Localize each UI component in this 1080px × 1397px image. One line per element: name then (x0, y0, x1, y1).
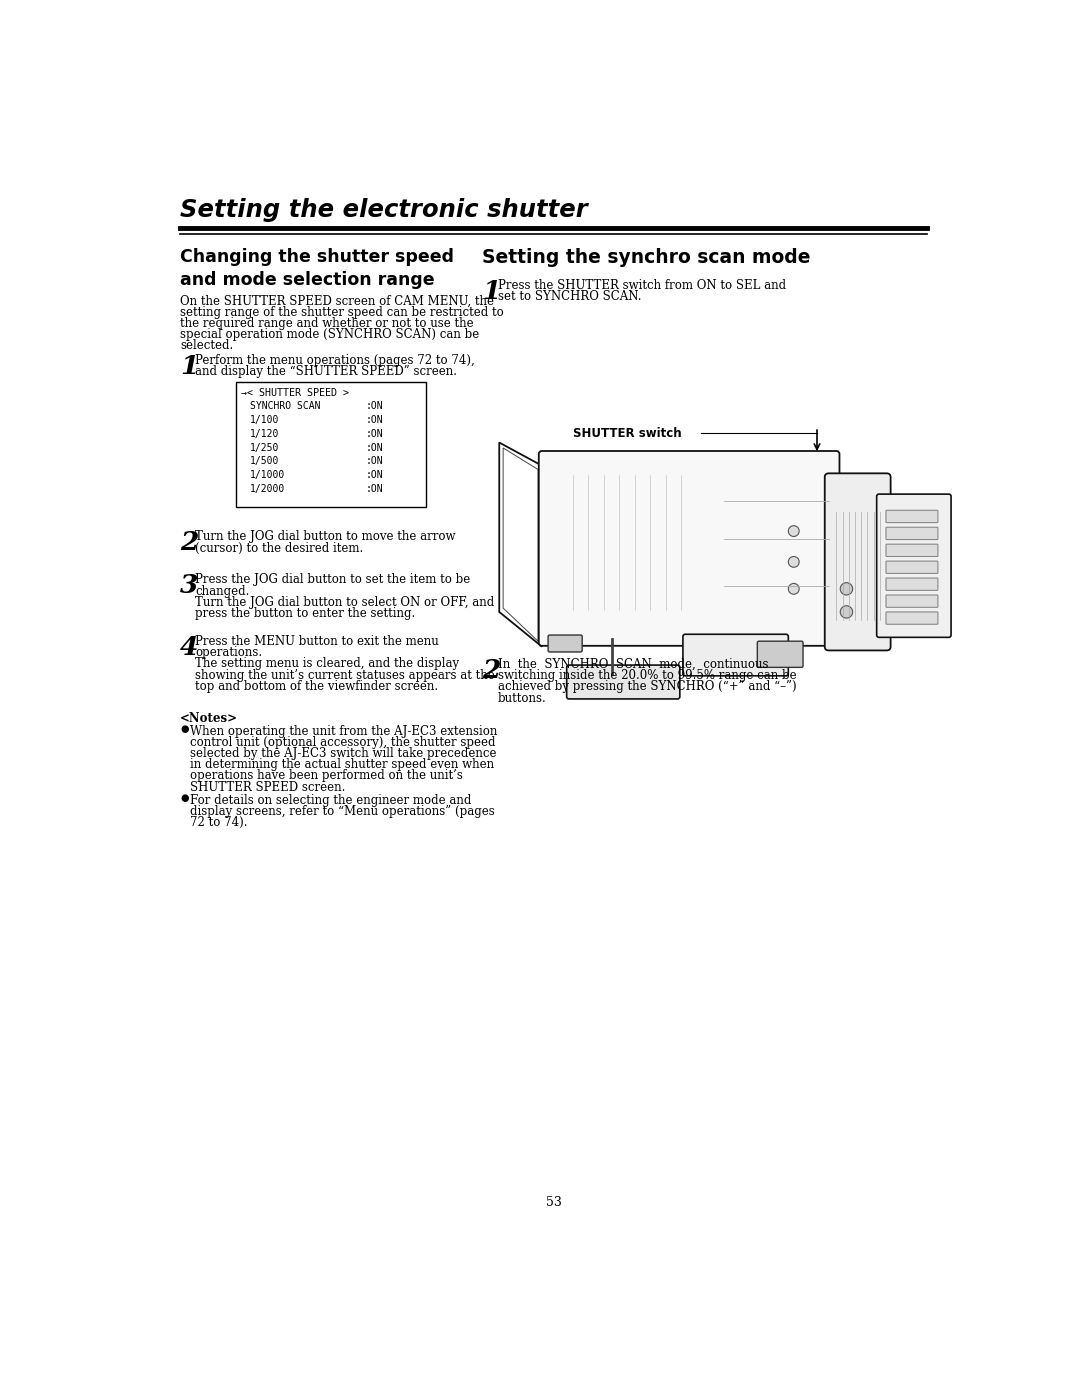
Text: :ON: :ON (366, 443, 383, 453)
Text: buttons.: buttons. (498, 692, 546, 704)
FancyBboxPatch shape (886, 510, 937, 522)
FancyBboxPatch shape (539, 451, 839, 645)
FancyBboxPatch shape (757, 641, 804, 668)
Text: :ON: :ON (366, 457, 383, 467)
Text: set to SYNCHRO SCAN.: set to SYNCHRO SCAN. (498, 291, 642, 303)
Circle shape (840, 583, 852, 595)
Text: Press the SHUTTER switch from ON to SEL and: Press the SHUTTER switch from ON to SEL … (498, 279, 786, 292)
Text: :ON: :ON (366, 401, 383, 411)
Text: Turn the JOG dial button to move the arrow: Turn the JOG dial button to move the arr… (195, 531, 456, 543)
Text: control unit (optional accessory), the shutter speed: control unit (optional accessory), the s… (190, 736, 496, 749)
FancyBboxPatch shape (886, 545, 937, 556)
Text: For details on selecting the engineer mode and: For details on selecting the engineer mo… (190, 793, 471, 807)
Text: 1/120: 1/120 (249, 429, 279, 439)
Text: Setting the synchro scan mode: Setting the synchro scan mode (482, 247, 811, 267)
Circle shape (788, 525, 799, 536)
Text: In  the  SYNCHRO  SCAN  mode,  continuous: In the SYNCHRO SCAN mode, continuous (498, 658, 768, 671)
Text: 1/100: 1/100 (249, 415, 279, 425)
Text: 1/1000: 1/1000 (249, 471, 285, 481)
Text: press the button to enter the setting.: press the button to enter the setting. (195, 606, 416, 620)
Text: in determining the actual shutter speed even when: in determining the actual shutter speed … (190, 759, 495, 771)
FancyBboxPatch shape (886, 578, 937, 591)
Circle shape (788, 584, 799, 594)
Text: showing the unit’s current statuses appears at the: showing the unit’s current statuses appe… (195, 669, 496, 682)
Text: selected by the AJ-EC3 switch will take precedence: selected by the AJ-EC3 switch will take … (190, 747, 497, 760)
Text: →< SHUTTER SPEED >: →< SHUTTER SPEED > (241, 388, 349, 398)
Text: :ON: :ON (366, 471, 383, 481)
Text: SHUTTER switch: SHUTTER switch (572, 427, 681, 440)
Text: SHUTTER SPEED screen.: SHUTTER SPEED screen. (190, 781, 346, 793)
Text: setting range of the shutter speed can be restricted to: setting range of the shutter speed can b… (180, 306, 503, 319)
Text: Setting the electronic shutter: Setting the electronic shutter (180, 197, 588, 222)
Text: ●: ● (180, 725, 188, 733)
FancyBboxPatch shape (886, 562, 937, 573)
Text: Perform the menu operations (pages 72 to 74),: Perform the menu operations (pages 72 to… (195, 353, 475, 367)
Text: special operation mode (SYNCHRO SCAN) can be: special operation mode (SYNCHRO SCAN) ca… (180, 328, 480, 341)
FancyBboxPatch shape (825, 474, 891, 651)
Text: 1/250: 1/250 (249, 443, 279, 453)
Circle shape (788, 556, 799, 567)
Text: Turn the JOG dial button to select ON or OFF, and: Turn the JOG dial button to select ON or… (195, 595, 495, 609)
Text: Press the MENU button to exit the menu: Press the MENU button to exit the menu (195, 636, 440, 648)
Text: operations have been performed on the unit’s: operations have been performed on the un… (190, 770, 463, 782)
FancyBboxPatch shape (886, 612, 937, 624)
Text: top and bottom of the viewfinder screen.: top and bottom of the viewfinder screen. (195, 680, 438, 693)
Text: 2: 2 (180, 531, 199, 556)
Text: 2: 2 (482, 658, 500, 683)
Text: (cursor) to the desired item.: (cursor) to the desired item. (195, 542, 364, 555)
Text: 1: 1 (482, 279, 500, 305)
Text: ●: ● (180, 793, 188, 803)
Text: selected.: selected. (180, 339, 233, 352)
Text: display screens, refer to “Menu operations” (pages: display screens, refer to “Menu operatio… (190, 805, 495, 819)
Text: :ON: :ON (366, 485, 383, 495)
FancyBboxPatch shape (886, 527, 937, 539)
Text: 4: 4 (180, 636, 199, 659)
Text: Press the JOG dial button to set the item to be: Press the JOG dial button to set the ite… (195, 573, 471, 587)
Text: 3: 3 (180, 573, 199, 598)
Text: achieved by pressing the SYNCHRO (“+” and “–”): achieved by pressing the SYNCHRO (“+” an… (498, 680, 796, 693)
FancyBboxPatch shape (886, 595, 937, 608)
Text: <Notes>: <Notes> (180, 712, 238, 725)
FancyBboxPatch shape (683, 634, 788, 676)
FancyBboxPatch shape (567, 665, 679, 698)
Text: 1/500: 1/500 (249, 457, 279, 467)
Text: 1: 1 (180, 353, 199, 379)
Bar (235, 383, 426, 507)
Text: SYNCHRO SCAN: SYNCHRO SCAN (249, 401, 320, 411)
Text: 53: 53 (545, 1196, 562, 1208)
Text: 1/2000: 1/2000 (249, 485, 285, 495)
Text: The setting menu is cleared, and the display: The setting menu is cleared, and the dis… (195, 658, 460, 671)
Text: :ON: :ON (366, 415, 383, 425)
Text: changed.: changed. (195, 584, 249, 598)
Text: Changing the shutter speed
and mode selection range: Changing the shutter speed and mode sele… (180, 247, 454, 289)
Text: and display the “SHUTTER SPEED” screen.: and display the “SHUTTER SPEED” screen. (195, 365, 458, 379)
Text: the required range and whether or not to use the: the required range and whether or not to… (180, 317, 473, 330)
Text: On the SHUTTER SPEED screen of CAM MENU, the: On the SHUTTER SPEED screen of CAM MENU,… (180, 295, 494, 307)
Text: :ON: :ON (366, 429, 383, 439)
Text: operations.: operations. (195, 647, 262, 659)
Text: switching inside the 20.0% to 99.5% range can be: switching inside the 20.0% to 99.5% rang… (498, 669, 796, 682)
FancyBboxPatch shape (877, 495, 951, 637)
Text: 72 to 74).: 72 to 74). (190, 816, 247, 830)
Text: When operating the unit from the AJ-EC3 extension: When operating the unit from the AJ-EC3 … (190, 725, 498, 738)
Circle shape (840, 606, 852, 617)
FancyBboxPatch shape (548, 636, 582, 652)
